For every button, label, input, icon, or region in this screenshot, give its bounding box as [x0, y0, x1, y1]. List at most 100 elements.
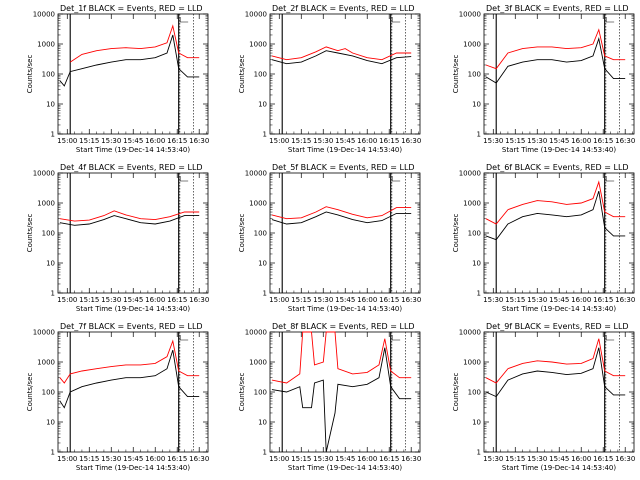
y-tick-label: 1000: [463, 200, 481, 208]
x-tick-label: 16:00: [145, 455, 165, 463]
y-tick-label: 1: [477, 290, 481, 298]
y-tick-label: 10: [258, 101, 267, 109]
x-tick-label: 16:30: [615, 137, 635, 145]
x-tick-label: 16:00: [145, 296, 165, 304]
x-axis-label: Start Time (19-Dec-14 14:53:40): [76, 464, 190, 472]
y-axis-label: Counts/sec: [26, 55, 34, 94]
x-tick-label: 15:00: [57, 296, 77, 304]
x-axis-label: Start Time (19-Dec-14 14:53:40): [502, 146, 616, 154]
y-tick-label: 1: [477, 131, 481, 139]
y-tick-label: 100: [254, 230, 267, 238]
x-tick-label: 15:30: [101, 455, 121, 463]
x-tick-label: 15:15: [291, 455, 311, 463]
panel-title: Det_1f BLACK = Events, RED = LLD: [60, 4, 203, 13]
x-tick-label: 15:00: [269, 455, 289, 463]
y-tick-label: 1000: [37, 200, 55, 208]
x-tick-label: 16:00: [357, 296, 377, 304]
x-tick-label: 16:00: [357, 455, 377, 463]
panel-title: Det_3f BLACK = Events, RED = LLD: [486, 4, 629, 13]
y-tick-label: 10000: [33, 329, 55, 337]
y-tick-label: 10000: [459, 329, 481, 337]
x-tick-label: 15:00: [269, 296, 289, 304]
panel-title: Det_2f BLACK = Events, RED = LLD: [272, 4, 415, 13]
x-tick-label: 16:30: [401, 137, 421, 145]
x-tick-label: 16:00: [571, 296, 591, 304]
y-tick-label: 100: [468, 230, 481, 238]
y-tick-label: 1: [263, 449, 267, 457]
x-axis-label: Start Time (19-Dec-14 14:53:40): [502, 464, 616, 472]
y-tick-label: 1000: [249, 200, 267, 208]
y-axis-label: Counts/sec: [238, 214, 246, 253]
y-tick-label: 1000: [463, 359, 481, 367]
y-axis-label: Counts/sec: [452, 55, 460, 94]
y-tick-label: 100: [254, 389, 267, 397]
x-tick-label: 15:45: [123, 137, 143, 145]
x-tick-label: 16:00: [571, 137, 591, 145]
y-tick-label: 10000: [459, 170, 481, 178]
y-axis-label: Counts/sec: [238, 373, 246, 412]
x-tick-label: 15:15: [79, 455, 99, 463]
panel-title: Det_7f BLACK = Events, RED = LLD: [60, 322, 203, 331]
y-tick-label: 10000: [459, 11, 481, 19]
y-tick-label: 100: [42, 389, 55, 397]
x-tick-label: 15:30: [101, 137, 121, 145]
x-tick-label: 15:00: [57, 137, 77, 145]
x-tick-label: 15:45: [549, 137, 569, 145]
y-tick-label: 10: [472, 101, 481, 109]
x-tick-label: 15:00: [57, 455, 77, 463]
y-tick-label: 100: [468, 389, 481, 397]
x-tick-label: 15:45: [123, 455, 143, 463]
x-tick-label: 15:15: [291, 296, 311, 304]
y-tick-label: 10: [472, 260, 481, 268]
y-tick-label: 10000: [245, 329, 267, 337]
chart-figure: Det_1f BLACK = Events, RED = LLD 1 10 100 10…: [0, 0, 640, 480]
y-tick-label: 10000: [33, 170, 55, 178]
x-tick-label: 15:30: [313, 455, 333, 463]
x-tick-label: 16:30: [189, 137, 209, 145]
y-axis-label: Counts/sec: [238, 55, 246, 94]
x-tick-label: 15:30: [313, 137, 333, 145]
x-tick-label: 16:15: [167, 137, 187, 145]
x-tick-label: 15:30: [483, 137, 503, 145]
x-tick-label: 15:45: [335, 296, 355, 304]
x-tick-label: 16:15: [593, 137, 613, 145]
y-tick-label: 1: [263, 131, 267, 139]
x-axis-label: Start Time (19-Dec-14 14:53:40): [288, 305, 402, 313]
x-tick-label: 16:30: [615, 455, 635, 463]
y-tick-label: 1000: [37, 41, 55, 49]
x-tick-label: 16:15: [379, 296, 399, 304]
x-axis-label: Start Time (19-Dec-14 14:53:40): [288, 464, 402, 472]
x-tick-label: 15:30: [313, 296, 333, 304]
x-tick-label: 15:00: [269, 137, 289, 145]
x-tick-label: 15:30: [483, 296, 503, 304]
y-tick-label: 1: [51, 131, 55, 139]
x-tick-label: 15:45: [335, 137, 355, 145]
y-tick-label: 1000: [249, 359, 267, 367]
x-tick-label: 15:30: [527, 296, 547, 304]
x-tick-label: 16:15: [167, 296, 187, 304]
x-axis-label: Start Time (19-Dec-14 14:53:40): [502, 305, 616, 313]
y-tick-label: 10: [472, 419, 481, 427]
y-tick-label: 100: [42, 71, 55, 79]
x-tick-label: 15:30: [527, 137, 547, 145]
y-axis-label: Counts/sec: [26, 214, 34, 253]
x-tick-label: 16:15: [167, 455, 187, 463]
y-tick-label: 10: [258, 260, 267, 268]
x-tick-label: 15:45: [335, 455, 355, 463]
x-tick-label: 15:45: [549, 296, 569, 304]
x-tick-label: 15:15: [291, 137, 311, 145]
x-tick-label: 15:30: [101, 296, 121, 304]
x-tick-label: 16:30: [189, 455, 209, 463]
x-tick-label: 15:15: [79, 296, 99, 304]
figure-background: [0, 0, 640, 480]
y-tick-label: 1: [477, 449, 481, 457]
y-tick-label: 100: [42, 230, 55, 238]
y-tick-label: 10000: [33, 11, 55, 19]
y-axis-label: Counts/sec: [26, 373, 34, 412]
x-axis-label: Start Time (19-Dec-14 14:53:40): [76, 146, 190, 154]
x-tick-label: 16:30: [615, 296, 635, 304]
x-tick-label: 15:15: [79, 137, 99, 145]
x-tick-label: 16:15: [379, 137, 399, 145]
y-tick-label: 1: [51, 290, 55, 298]
y-tick-label: 1: [263, 290, 267, 298]
